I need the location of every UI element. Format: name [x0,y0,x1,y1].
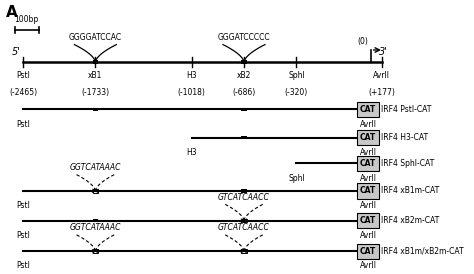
Bar [93,219,98,222]
Text: CAT: CAT [360,105,376,114]
Text: CAT: CAT [360,216,376,225]
Text: 100bp: 100bp [15,15,39,24]
Text: AvrII: AvrII [373,71,390,80]
Text: CAT: CAT [360,133,376,142]
Text: SphI: SphI [288,71,305,80]
Bar [241,219,247,222]
Text: (-2465): (-2465) [9,88,37,97]
Text: AvrII: AvrII [360,261,377,270]
FancyBboxPatch shape [357,130,380,145]
Text: CAT: CAT [360,159,376,168]
Text: PstI: PstI [16,120,30,129]
Text: (-320): (-320) [285,88,308,97]
Bar [92,249,98,253]
Text: H3: H3 [186,71,197,80]
Text: 5': 5' [12,47,21,57]
Bar [241,249,247,253]
Bar [92,60,98,64]
Text: IRF4 xB1m/xB2m-CAT: IRF4 xB1m/xB2m-CAT [381,247,464,256]
Text: GGGATCCCCC: GGGATCCCCC [218,33,270,42]
Text: AvrII: AvrII [360,174,377,183]
Text: GGTCATAAAC: GGTCATAAAC [70,163,121,172]
Text: CAT: CAT [360,247,376,256]
Text: (-1733): (-1733) [82,88,109,97]
Text: 3': 3' [379,47,388,57]
Bar [241,136,246,139]
Text: IRF4 PstI-CAT: IRF4 PstI-CAT [381,105,431,114]
Text: SphI: SphI [288,174,305,183]
Text: AvrII: AvrII [360,148,377,157]
Text: GGTCATAAAC: GGTCATAAAC [70,223,121,232]
FancyBboxPatch shape [357,156,380,171]
Bar [92,189,98,193]
Text: xB2: xB2 [237,71,251,80]
Text: xB1: xB1 [88,71,102,80]
FancyBboxPatch shape [357,183,380,198]
Text: GTCATCAACC: GTCATCAACC [218,193,270,202]
Text: AvrII: AvrII [360,231,377,240]
Text: AvrII: AvrII [360,120,377,129]
Text: IRF4 xB1m-CAT: IRF4 xB1m-CAT [381,186,439,195]
Text: (0): (0) [358,38,369,47]
Text: IRF4 H3-CAT: IRF4 H3-CAT [381,133,428,142]
Text: PstI: PstI [16,201,30,210]
Text: (-1018): (-1018) [178,88,205,97]
Text: GGGGATCCAC: GGGGATCCAC [69,33,122,42]
Text: A: A [6,5,18,21]
Bar [241,108,246,111]
FancyBboxPatch shape [357,213,380,228]
Bar [241,189,246,193]
FancyBboxPatch shape [357,102,380,117]
Text: PstI: PstI [16,261,30,270]
Text: IRF4 xB2m-CAT: IRF4 xB2m-CAT [381,216,439,225]
FancyBboxPatch shape [357,244,380,259]
Text: GTCATCAACC: GTCATCAACC [218,223,270,232]
Text: CAT: CAT [360,186,376,195]
Text: AvrII: AvrII [360,201,377,210]
Text: PstI: PstI [16,231,30,240]
Text: H3: H3 [186,148,197,157]
Text: (-686): (-686) [232,88,255,97]
Text: (+177): (+177) [368,88,395,97]
Bar [93,108,98,111]
Bar [241,60,247,64]
Text: IRF4 SphI-CAT: IRF4 SphI-CAT [381,159,434,168]
Text: PstI: PstI [16,71,30,80]
